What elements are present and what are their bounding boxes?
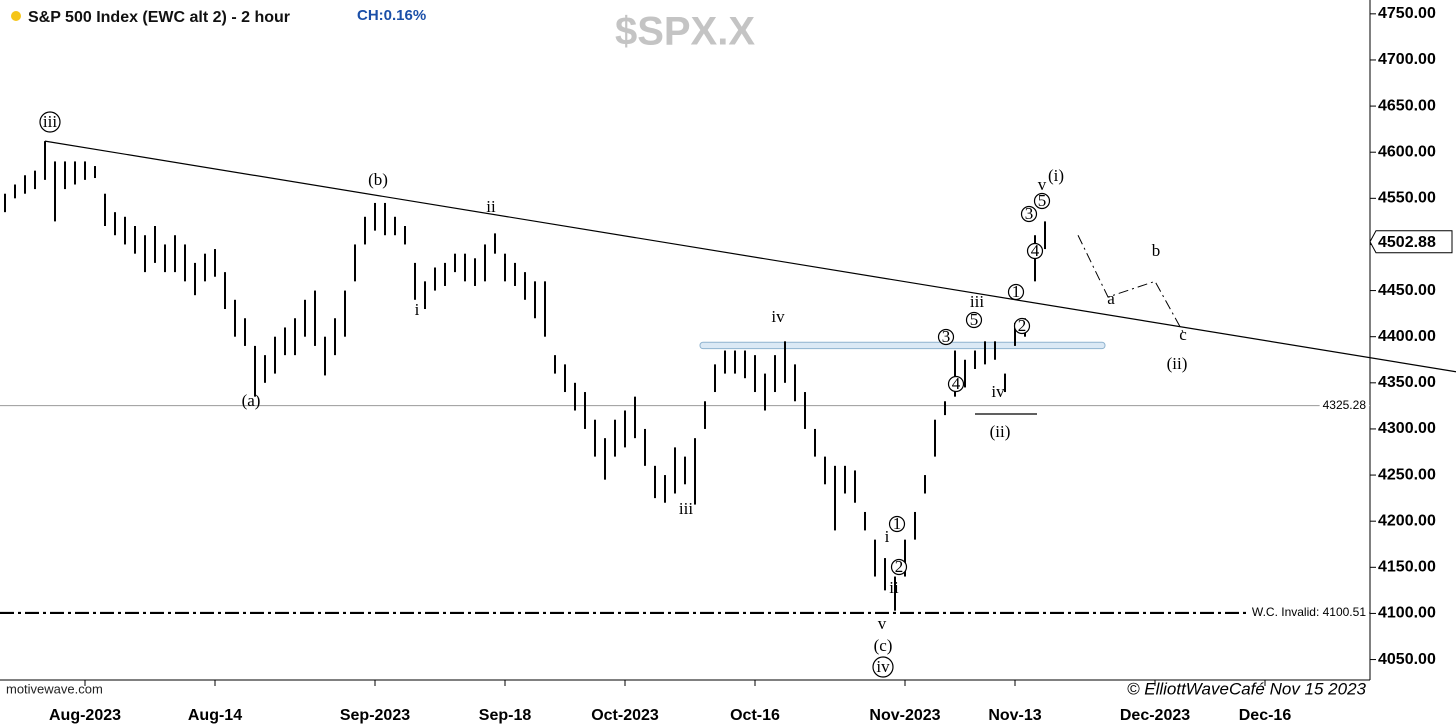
- x-tick-label: Oct-16: [730, 707, 780, 724]
- wave-circle: [937, 328, 955, 346]
- wave-label: (b): [368, 170, 388, 189]
- wave-label: 2: [1018, 316, 1027, 335]
- y-tick-label: 4100.00: [1378, 605, 1436, 622]
- wave-label: 4: [1031, 241, 1040, 260]
- y-tick-label: 4250.00: [1378, 466, 1436, 483]
- wave-label: 3: [1025, 204, 1034, 223]
- change-label: CH:0.16%: [357, 7, 426, 24]
- wave-label: iii: [679, 499, 693, 518]
- y-tick-label: 4050.00: [1378, 651, 1436, 668]
- wave-circle: [965, 311, 983, 329]
- x-tick-label: Nov-2023: [869, 707, 940, 724]
- wave-label: 3: [942, 327, 951, 346]
- level-label-bg: [1319, 397, 1370, 412]
- y-tick-label: 4700.00: [1378, 51, 1436, 68]
- wave-label: 1: [893, 514, 902, 533]
- wave-circle: [1013, 317, 1031, 335]
- y-tick-label: 4750.00: [1378, 5, 1436, 22]
- source: motivewave.com: [6, 681, 103, 696]
- wave-label: (i): [1048, 166, 1064, 185]
- wave-circle: [947, 375, 965, 393]
- level-label: W.C. Invalid: 4100.51: [1252, 605, 1366, 619]
- y-tick-label: 4650.00: [1378, 97, 1436, 114]
- wave-circle: [1026, 242, 1044, 260]
- x-tick-label: Aug-2023: [49, 707, 121, 724]
- wave-label: v: [878, 614, 887, 633]
- wave-label: (ii): [990, 422, 1011, 441]
- level-label: 4325.28: [1323, 398, 1367, 412]
- wave-label: i: [415, 300, 420, 319]
- x-tick-label: Aug-14: [188, 707, 242, 724]
- wave-label: 4: [952, 374, 961, 393]
- x-tick-label: Sep-2023: [340, 707, 410, 724]
- wave-label: c: [1179, 325, 1187, 344]
- status-dot: [11, 11, 21, 21]
- wave-label: iv: [771, 307, 785, 326]
- wave-label: a: [1107, 289, 1115, 308]
- wave-label: ii: [889, 578, 899, 597]
- credit: © ElliottWaveCafé Nov 15 2023: [1127, 679, 1367, 698]
- wave-circle: [1020, 205, 1038, 223]
- x-tick-label: Oct-2023: [591, 707, 659, 724]
- y-tick-label: 4150.00: [1378, 559, 1436, 576]
- wave-circle: [890, 558, 908, 576]
- wave-label: 5: [970, 310, 979, 329]
- y-tick-label: 4200.00: [1378, 512, 1436, 529]
- wave-label: v: [1038, 175, 1047, 194]
- x-tick-label: Nov-13: [988, 707, 1041, 724]
- y-tick-label: 4350.00: [1378, 374, 1436, 391]
- x-tick-label: Sep-18: [479, 707, 532, 724]
- wave-circle: [888, 515, 906, 533]
- x-tick-label: Dec-2023: [1120, 707, 1190, 724]
- wave-label: (ii): [1167, 354, 1188, 373]
- projection-path: [1077, 235, 1184, 333]
- zone: [699, 341, 1106, 350]
- wave-label: 1: [1012, 282, 1021, 301]
- y-tick-label: 4400.00: [1378, 328, 1436, 345]
- wave-label: i: [885, 527, 890, 546]
- wave-label: 2: [895, 557, 904, 576]
- last-price-label: 4502.88: [1378, 234, 1436, 251]
- wave-label: iv: [991, 382, 1005, 401]
- last-price-box: [1369, 230, 1453, 254]
- wave-circle: [872, 656, 894, 678]
- wave-circle: [1007, 283, 1025, 301]
- trendline: [44, 140, 1456, 373]
- wave-label: b: [1152, 241, 1161, 260]
- y-tick-label: 4300.00: [1378, 420, 1436, 437]
- watermark: $SPX.X: [615, 10, 755, 54]
- wave-label: (c): [874, 636, 893, 655]
- chart-title: S&P 500 Index (EWC alt 2) - 2 hour: [28, 9, 290, 26]
- wave-label: iii: [970, 292, 984, 311]
- wave-label: (a): [242, 391, 261, 410]
- y-tick-label: 4600.00: [1378, 143, 1436, 160]
- wave-circle: [1033, 192, 1051, 210]
- level-label-bg: [1248, 605, 1370, 620]
- y-tick-label: 4450.00: [1378, 282, 1436, 299]
- y-tick-label: 4550.00: [1378, 190, 1436, 207]
- wave-label: iv: [876, 657, 890, 676]
- wave-label: ii: [486, 197, 496, 216]
- wave-label: iii: [43, 112, 57, 131]
- wave-circle: [39, 111, 61, 133]
- x-tick-label: Dec-16: [1239, 707, 1292, 724]
- wave-label: 5: [1038, 191, 1047, 210]
